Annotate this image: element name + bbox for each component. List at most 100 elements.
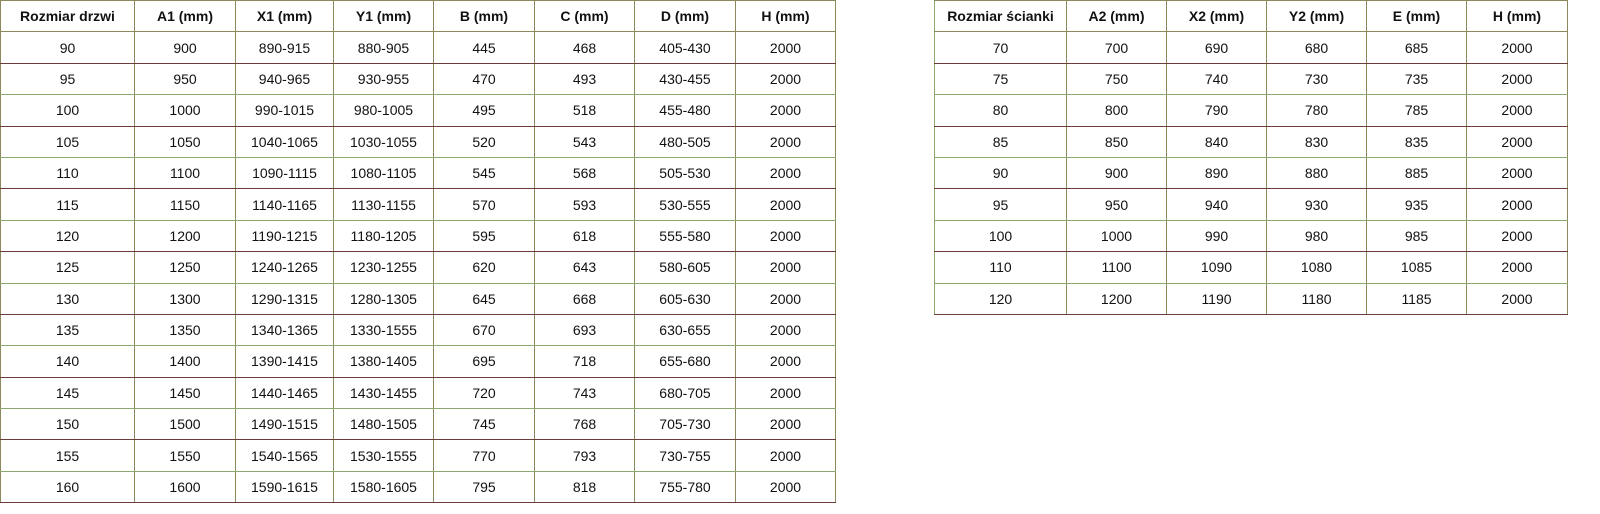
table-cell: 695 — [433, 345, 535, 378]
table-cell: 545 — [433, 156, 535, 190]
table-cell: 95 — [934, 188, 1067, 221]
table-cell: 770 — [433, 439, 535, 472]
table-cell: 125 — [0, 251, 135, 284]
table-cell: 2000 — [1466, 188, 1568, 221]
table-cell: 580-605 — [634, 251, 736, 284]
column-header: X2 (mm) — [1166, 0, 1267, 33]
table-cell: 530-555 — [634, 188, 736, 221]
table-cell: 890 — [1166, 156, 1267, 190]
column-header: H (mm) — [735, 0, 836, 33]
table-cell: 2000 — [735, 470, 836, 504]
table-cell: 480-505 — [634, 125, 736, 158]
table-cell: 885 — [1366, 156, 1467, 190]
table-cell: 2000 — [735, 156, 836, 190]
table-row: 125 1250 1240-1265 1230-1255 620 643 580-605 20… — [0, 251, 836, 284]
table-cell: 2000 — [735, 94, 836, 127]
table-cell: 155 — [0, 439, 135, 472]
table-cell: 1350 — [134, 313, 236, 347]
table-cell: 930-955 — [333, 62, 434, 96]
table-cell: 950 — [134, 62, 236, 96]
table-cell: 2000 — [735, 376, 836, 410]
table-cell: 110 — [0, 156, 135, 190]
table-row: 80 800 790 780 785 2000 — [934, 94, 1568, 127]
table-cell: 595 — [433, 219, 535, 253]
table-row: 105 1050 1040-1065 1030-1055 520 543 480-505 20… — [0, 125, 836, 158]
table-cell: 740 — [1166, 62, 1267, 96]
table-cell: 1390-1415 — [235, 345, 334, 378]
table-cell: 690 — [1166, 31, 1267, 64]
column-header: X1 (mm) — [235, 0, 334, 33]
table-cell: 70 — [934, 31, 1067, 64]
table-cell: 680-705 — [634, 376, 736, 410]
table-cell: 655-680 — [634, 345, 736, 378]
table-cell: 2000 — [1466, 31, 1568, 64]
table-cell: 2000 — [1466, 62, 1568, 96]
table-cell: 1140-1165 — [235, 188, 334, 221]
table-row: 75 750 740 730 735 2000 — [934, 62, 1568, 96]
table-cell: 130 — [0, 282, 135, 315]
table-cell: 1490-1515 — [235, 408, 334, 441]
table-cell: 80 — [934, 94, 1067, 127]
table-cell: 605-630 — [634, 282, 736, 315]
table-cell: 790 — [1166, 94, 1267, 127]
table-cell: 668 — [534, 282, 635, 315]
table-cell: 2000 — [735, 313, 836, 347]
table-cell: 880 — [1266, 156, 1367, 190]
header-row: Rozmiar drzwi A1 (mm) X1 (mm) Y1 (mm) B (mm)… — [0, 0, 836, 33]
table-cell: 1150 — [134, 188, 236, 221]
table-cell: 2000 — [735, 345, 836, 378]
table-cell: 2000 — [735, 125, 836, 158]
table-cell: 120 — [934, 282, 1067, 315]
table-cell: 1180 — [1266, 282, 1367, 315]
column-header: A2 (mm) — [1066, 0, 1167, 33]
table-cell: 1530-1555 — [333, 439, 434, 472]
table-cell: 940-965 — [235, 62, 334, 96]
table-cell: 2000 — [1466, 156, 1568, 190]
table-cell: 90 — [0, 31, 135, 64]
table-cell: 2000 — [1466, 94, 1568, 127]
table-cell: 880-905 — [333, 31, 434, 64]
table-cell: 1550 — [134, 439, 236, 472]
table-cell: 105 — [0, 125, 135, 158]
table-cell: 900 — [134, 31, 236, 64]
table-row: 115 1150 1140-1165 1130-1155 570 593 530-555 20… — [0, 188, 836, 221]
column-header: Rozmiar ścianki — [934, 0, 1067, 33]
table-cell: 470 — [433, 62, 535, 96]
table-cell: 518 — [534, 94, 635, 127]
table-cell: 1090-1115 — [235, 156, 334, 190]
table-cell: 1340-1365 — [235, 313, 334, 347]
table-cell: 1600 — [134, 470, 236, 504]
table-cell: 1190-1215 — [235, 219, 334, 253]
table-cell: 850 — [1066, 125, 1167, 158]
table-cell: 100 — [934, 219, 1067, 253]
table-row: 140 1400 1390-1415 1380-1405 695 718 655-680 20… — [0, 345, 836, 378]
table-row: 90 900 890 880 885 2000 — [934, 156, 1568, 190]
table-cell: 1085 — [1366, 251, 1467, 284]
table-cell: 1440-1465 — [235, 376, 334, 410]
table-row: 120 1200 1190 1180 1185 2000 — [934, 282, 1568, 315]
table-cell: 1250 — [134, 251, 236, 284]
table-row: 100 1000 990-1015 980-1005 495 518 455-480 2000 — [0, 94, 836, 127]
table-cell: 1130-1155 — [333, 188, 434, 221]
column-header: E (mm) — [1366, 0, 1467, 33]
table-cell: 670 — [433, 313, 535, 347]
table-cell: 1040-1065 — [235, 125, 334, 158]
table-cell: 570 — [433, 188, 535, 221]
table-cell: 720 — [433, 376, 535, 410]
table-cell: 630-655 — [634, 313, 736, 347]
table-cell: 680 — [1266, 31, 1367, 64]
table-cell: 743 — [534, 376, 635, 410]
table-row: 135 1350 1340-1365 1330-1555 670 693 630-655 20… — [0, 313, 836, 347]
table-cell: 950 — [1066, 188, 1167, 221]
table-cell: 835 — [1366, 125, 1467, 158]
table-cell: 1300 — [134, 282, 236, 315]
table-cell: 620 — [433, 251, 535, 284]
table-cell: 643 — [534, 251, 635, 284]
table-cell: 150 — [0, 408, 135, 441]
table-cell: 2000 — [1466, 251, 1568, 284]
table-cell: 1280-1305 — [333, 282, 434, 315]
table-cell: 2000 — [735, 188, 836, 221]
table-cell: 795 — [433, 470, 535, 504]
table-cell: 1540-1565 — [235, 439, 334, 472]
table-cell: 685 — [1366, 31, 1467, 64]
